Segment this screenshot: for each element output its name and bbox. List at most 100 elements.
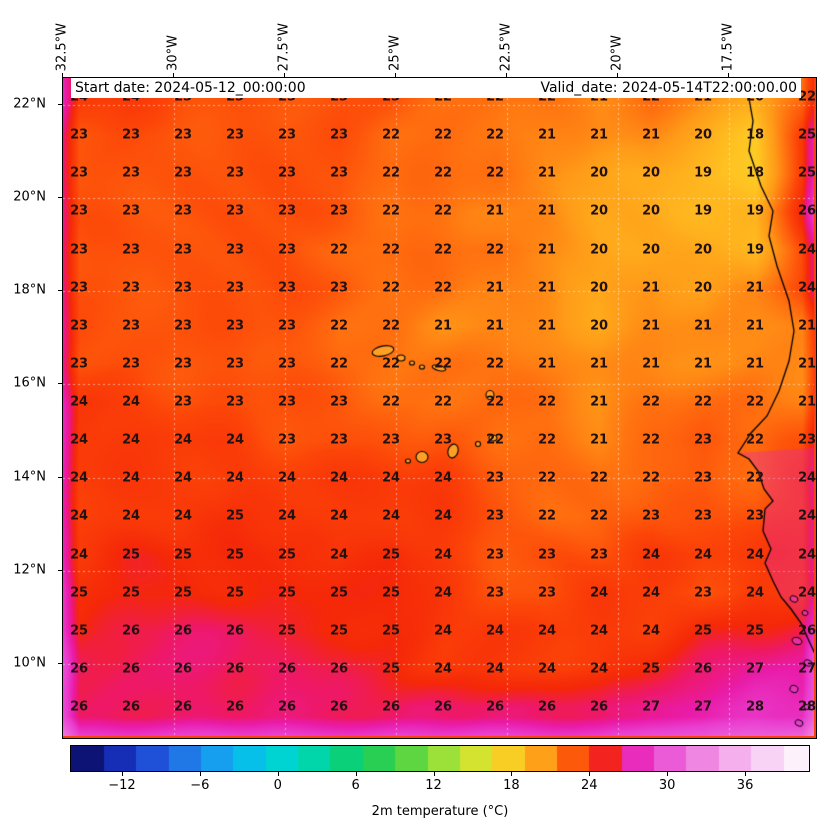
grid-value: 23 [70,242,88,257]
grid-value: 20 [694,242,712,257]
grid-value: 21 [642,356,660,372]
grid-value: 22 [382,394,400,410]
grid-value: 23 [278,394,296,410]
grid-value: 21 [746,280,764,296]
grid-value: 23 [174,242,192,257]
grid-value: 22 [486,127,504,143]
grid-value: 28 [798,699,816,715]
grid-value: 21 [590,127,608,143]
grid-value: 25 [70,623,88,639]
grid-values-layer: 24 24 23 23 23 23 23 22 22 22 21 22 21 20 22 23 23 23 23 23… [63,78,816,736]
grid-value: 23 [642,508,660,524]
grid-value: 23 [694,508,712,524]
lat-tick-mark [58,290,62,291]
grid-value: 22 [538,394,556,410]
grid-value: 23 [226,127,244,143]
grid-value: 25 [382,547,400,562]
grid-value: 24 [746,585,764,601]
grid-value: 24 [434,470,452,486]
grid-value: 26 [798,623,816,639]
lat-tick-label: 22°N [13,96,46,112]
grid-value: 20 [590,242,608,257]
grid-value: 23 [278,356,296,372]
colorbar-tick-label: 36 [736,778,754,793]
grid-value: 24 [434,508,452,524]
grid-value: 22 [434,127,452,143]
lon-tick-mark [395,73,396,77]
grid-value: 23 [486,547,504,562]
lon-tick-label: 30°W [165,35,181,71]
grid-value: 22 [382,203,400,219]
grid-value: 22 [382,165,400,181]
grid-value: 23 [330,394,348,410]
grid-value: 24 [486,661,504,677]
grid-value: 22 [434,280,452,296]
grid-value: 23 [486,470,504,486]
grid-value: 26 [590,699,608,715]
grid-value: 23 [226,203,244,219]
lon-tick-label: 22.5°W [498,22,514,71]
grid-value: 23 [278,203,296,219]
grid-value: 26 [798,203,816,219]
grid-value: 23 [382,432,400,448]
grid-value: 23 [174,394,192,410]
grid-value: 21 [590,432,608,448]
grid-value: 23 [798,432,816,448]
grid-value: 25 [226,547,244,562]
grid-value: 25 [226,585,244,601]
grid-value: 25 [278,623,296,639]
grid-value: 24 [642,547,660,562]
grid-value: 25 [382,661,400,677]
grid-value: 26 [486,699,504,715]
grid-value: 21 [798,394,816,410]
grid-value: 23 [122,280,140,296]
grid-value: 22 [382,280,400,296]
grid-value: 20 [590,318,608,334]
grid-value: 22 [694,394,712,410]
grid-value: 23 [330,432,348,448]
grid-value: 23 [122,318,140,334]
grid-value: 22 [486,432,504,448]
grid-value: 20 [642,203,660,219]
lat-tick-label: 10°N [13,655,46,671]
grid-value: 23 [226,280,244,296]
grid-value: 20 [590,280,608,296]
grid-value: 23 [226,394,244,410]
grid-value: 24 [122,470,140,486]
grid-value: 23 [694,432,712,448]
grid-value: 22 [538,470,556,486]
grid-value: 23 [278,318,296,334]
grid-value: 24 [278,508,296,524]
grid-value: 26 [278,699,296,715]
lat-tick-label: 12°N [13,562,46,578]
grid-value: 26 [226,661,244,677]
grid-value: 21 [590,356,608,372]
grid-value: 27 [642,699,660,715]
grid-value: 24 [694,547,712,562]
grid-value: 24 [798,242,816,257]
grid-value: 24 [382,470,400,486]
grid-value: 23 [122,242,140,257]
grid-value: 18 [746,127,764,143]
grid-value: 25 [330,623,348,639]
lat-tick-mark [58,477,62,478]
lat-tick-label: 18°N [13,282,46,298]
grid-value: 21 [538,203,556,219]
grid-value: 22 [746,394,764,410]
grid-value: 22 [486,394,504,410]
grid-value: 22 [330,318,348,334]
grid-value: 25 [382,585,400,601]
grid-value: 24 [330,547,348,562]
grid-value: 23 [278,242,296,257]
lon-tick-mark [506,73,507,77]
grid-value: 21 [590,394,608,410]
grid-value: 27 [694,699,712,715]
grid-value: 19 [694,203,712,219]
grid-value: 22 [434,165,452,181]
grid-value: 21 [746,356,764,372]
colorbar-gradient-canvas [71,746,809,771]
grid-value: 23 [486,585,504,601]
valid-date-label: Valid_date: 2024-05-14T22:00:00.00 [540,80,797,96]
grid-value: 25 [798,127,816,143]
